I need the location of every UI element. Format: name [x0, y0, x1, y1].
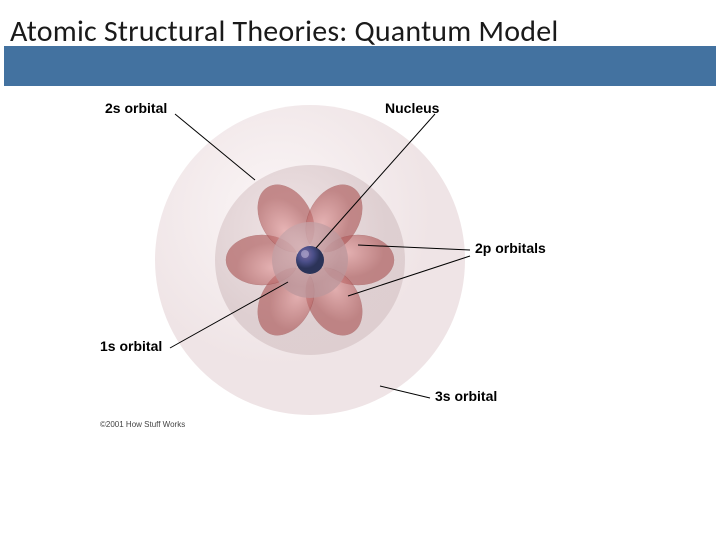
label-2p-orbitals: 2p orbitals: [475, 240, 546, 256]
quantum-model-diagram: 2s orbital Nucleus 2p orbitals 1s orbita…: [80, 100, 640, 460]
label-3s-orbital: 3s orbital: [435, 388, 497, 404]
label-2s-orbital: 2s orbital: [105, 100, 167, 116]
label-nucleus: Nucleus: [385, 100, 439, 116]
label-1s-orbital: 1s orbital: [100, 338, 162, 354]
slide-title-bar: Atomic Structural Theories: Quantum Mode…: [0, 0, 720, 62]
slide-title: Atomic Structural Theories: Quantum Mode…: [10, 13, 558, 50]
nucleus-highlight: [301, 250, 309, 258]
nucleus-core: [296, 246, 324, 274]
copyright-text: ©2001 How Stuff Works: [100, 420, 185, 429]
atom-svg: [80, 100, 640, 460]
